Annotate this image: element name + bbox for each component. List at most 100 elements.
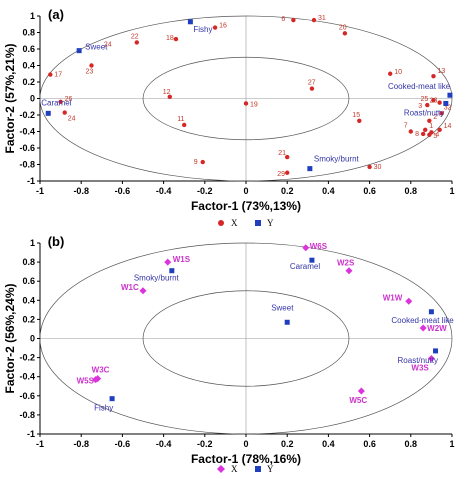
panel-b-point-w5c-label: W5C	[349, 396, 367, 405]
panel-a-point-2-marker	[427, 118, 432, 123]
panel-a-point-26-marker	[58, 99, 63, 105]
panel-a-point-sweet-marker	[76, 48, 82, 54]
panel-a-y-tick-label: 0.4	[22, 61, 35, 71]
panel-b-point-w5c-marker	[357, 387, 365, 395]
panel-a-point-29-label: 29	[277, 171, 285, 178]
panel-b-legend-y-label: Y	[267, 464, 274, 474]
panel-a-point-roast-nutty-label: Roast/nutty	[404, 108, 444, 117]
panel-a-point-4-label: 4	[435, 131, 439, 138]
panel-a-point-10-marker	[388, 71, 393, 76]
panel-a-point-14-marker	[437, 127, 442, 133]
panel-a-point-30-label: 30	[374, 164, 382, 171]
panel-b-y-tick-label: 0.6	[22, 276, 35, 286]
panel-a-point-16-label: 16	[219, 23, 227, 30]
panel-a-point-23-label: 23	[86, 69, 94, 76]
panel-a-point-1-label: 1	[429, 123, 433, 130]
panel-b-point-roast-nutty-marker	[433, 348, 439, 354]
panel-a-point-20-label: 20	[339, 24, 347, 31]
panel-b-x-axis-title: Factor-1 (78%,16%)	[191, 452, 301, 466]
panel-a-point-2-label: 2	[433, 114, 437, 121]
panel-a-ellipse-inner	[142, 56, 350, 141]
panel-b-y-tick-label: -0.6	[19, 391, 35, 401]
panel-a-x-tick-label: 0.8	[405, 186, 418, 196]
panel-b-point-w3s-label: W3S	[411, 364, 429, 373]
panel-a-point-smoky-burnt-label: Smoky/burnt	[314, 155, 360, 164]
panel-a-y-tick-label: 0.6	[22, 44, 35, 54]
panel-b-label: (b)	[48, 234, 65, 249]
panel-b-point-w5s-label: W5S	[77, 377, 95, 386]
panel-b-point-w2s-label: W2S	[337, 259, 355, 268]
panel-a-x-tick-label: -0.8	[73, 186, 89, 196]
panel-b-point-w1s-marker	[164, 258, 172, 266]
panel-a-point-9-label: 9	[194, 159, 198, 166]
panel-b-point-fishy-marker	[109, 396, 115, 402]
panel-b-x-tick-label: 0.6	[363, 439, 376, 449]
panel-b-point-fishy-label: Fishy	[94, 404, 113, 413]
panel-b-point-roast-nutty-label: Roast/nutty	[398, 356, 438, 365]
panel-a-x-axis-title: Factor-1 (73%,13%)	[191, 199, 301, 213]
panel-a-point-cooked-meat-like-label: Cooked-meat like	[388, 82, 451, 91]
panel-a-legend-x-label: X	[231, 218, 238, 228]
panel-a-point-17-label: 17	[54, 72, 62, 79]
panel-b-point-sweet-marker	[284, 319, 290, 325]
panel-a-point-sweet-label: Sweet	[85, 43, 108, 52]
panel-b-y-axis-title: Factor-2 (56%,24%)	[3, 283, 17, 393]
panel-b-x-tick-label: 1	[449, 439, 454, 449]
panel-a-x-tick-label: -1	[36, 186, 44, 196]
panel-b-y-tick-label: -0.8	[19, 410, 35, 420]
panel-a-point-22-marker	[134, 40, 140, 45]
panel-b-x-tick-label: 0.2	[281, 439, 294, 449]
panel-a-x-tick-label: -0.2	[197, 186, 213, 196]
panel-a-point-8-label: 8	[415, 131, 419, 138]
panel-b-point-smoky-burnt-label: Smoky/burnt	[134, 274, 180, 283]
panel-a-point-21-label: 21	[278, 150, 286, 157]
panel-b-point-w2w-label: W2W	[427, 324, 447, 333]
panel-a-point-29-marker	[285, 170, 290, 175]
panel-a-y-tick-label: -0.2	[19, 110, 35, 120]
panel-b-y-tick-label: -0.4	[19, 372, 35, 382]
panel-a-point-12-label: 12	[163, 89, 171, 96]
panel-a-legend-y-marker	[255, 220, 261, 226]
panel-a-y-tick-label: -1	[27, 176, 35, 186]
panel-b-point-caramel-label: Caramel	[290, 262, 320, 271]
panel-b-x-tick-label: -0.6	[115, 439, 131, 449]
panel-a-extra-label: 24	[104, 42, 112, 49]
panel-a-point-21-marker	[285, 154, 290, 160]
panel-a-point-32-marker	[439, 111, 444, 116]
panel-a-x-tick-label: -0.4	[156, 186, 172, 196]
panel-a-point-fishy-marker	[187, 19, 193, 25]
panel-a-point-28-marker	[437, 100, 442, 105]
panel-a-y-tick-label: 0	[30, 94, 35, 104]
panel-b-point-w1c-marker	[139, 287, 147, 295]
panel-a-point-9-marker	[200, 159, 205, 165]
panel-a-x-tick-label: 1	[449, 186, 454, 196]
panel-a-y-tick-label: 0.2	[22, 77, 35, 87]
panel-a-point-16-marker	[212, 25, 218, 30]
panel-b-legend-x-marker	[217, 465, 225, 473]
panel-b-point-w3c-marker	[94, 375, 102, 383]
panel-a-point-27-marker	[309, 86, 315, 91]
panel-a-point-25-marker	[431, 97, 436, 103]
panel-a-y-tick-label: 0.8	[22, 28, 35, 38]
panel-a-x-tick-label: 0.2	[281, 186, 294, 196]
panel-a-point-14-label: 14	[444, 123, 452, 130]
panel-a-y-tick-label: -0.4	[19, 127, 35, 137]
panel-b-ellipse-inner	[142, 290, 350, 387]
panel-a-y-tick-label: -0.8	[19, 160, 35, 170]
panel-b-point-w6s-label: W6S	[310, 242, 328, 251]
panel-b-x-tick-label: 0.4	[322, 439, 335, 449]
panel-a-point-19-label: 19	[250, 101, 258, 108]
panel-a-point-8-marker	[420, 131, 426, 137]
panel-b-point-w3c-label: W3C	[92, 366, 110, 375]
panel-b-y-tick-label: 0	[30, 334, 35, 344]
panel-a-point-20-marker	[342, 31, 348, 36]
panel-a-x-tick-label: 0.4	[322, 186, 335, 196]
panel-a-point-13-marker	[431, 74, 436, 79]
panel-a-point-15-marker	[357, 118, 362, 123]
panel-b-point-w1c-label: W1C	[121, 283, 139, 292]
panel-b-point-w2s-marker	[345, 267, 353, 275]
panel-b-point-cooked-meat-like-marker	[428, 309, 434, 315]
panel-a-point-28-label: 28	[430, 98, 438, 105]
panel-a-x-tick-label: -0.6	[115, 186, 131, 196]
